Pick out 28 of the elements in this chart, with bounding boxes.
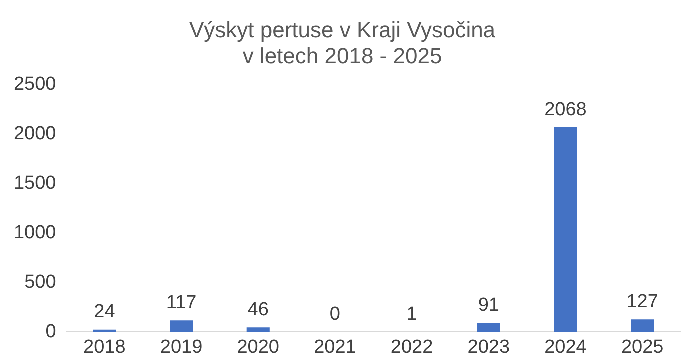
data-label: 1	[406, 304, 418, 325]
data-label: 0	[330, 304, 340, 325]
bar	[554, 128, 578, 332]
x-tick-label: 2019	[160, 336, 203, 358]
chart-title: Výskyt pertuse v Kraji Vysočina v letech 2018 - 2025	[189, 17, 496, 69]
x-tick-label: 2020	[237, 336, 280, 358]
x-tick-label: 2022	[390, 336, 434, 358]
data-label: 24	[94, 302, 116, 323]
bar	[631, 320, 654, 332]
bar	[246, 328, 270, 332]
data-label: 2068	[544, 99, 587, 120]
x-tick-label: 2024	[544, 336, 588, 358]
data-label: 91	[478, 294, 500, 316]
x-tick-label: 2021	[314, 336, 356, 358]
data-label: 117	[166, 292, 197, 314]
bar	[477, 323, 500, 332]
x-tick-label: 2025	[621, 336, 664, 358]
y-tick-label: 0	[46, 321, 56, 342]
bar	[170, 320, 194, 332]
y-tick-label: 1500	[14, 172, 56, 194]
x-tick-label: 2023	[468, 336, 510, 358]
x-tick-label: 2018	[84, 336, 126, 358]
y-tick-label: 2000	[14, 124, 56, 145]
data-label: 46	[248, 299, 269, 320]
data-label: 127	[626, 291, 658, 312]
y-tick-label: 2500	[14, 74, 56, 96]
y-tick-label: 500	[24, 272, 56, 293]
y-tick-label: 1000	[14, 222, 56, 244]
